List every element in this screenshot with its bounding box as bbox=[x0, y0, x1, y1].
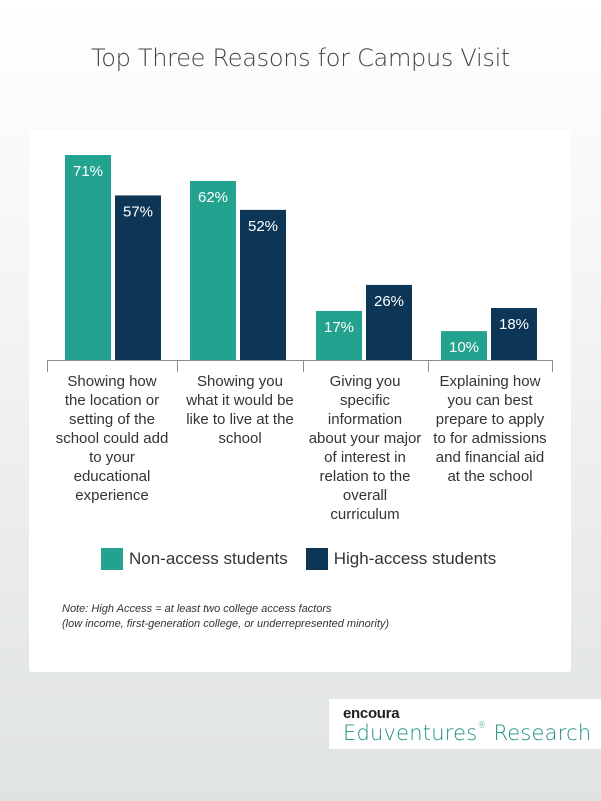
bar-high-access bbox=[115, 195, 161, 360]
legend-label-high-access: High-access students bbox=[333, 549, 497, 568]
logo-name-suffix: Research bbox=[493, 721, 592, 745]
category-label-line: information bbox=[327, 411, 403, 428]
bar-value-label: 26% bbox=[374, 293, 404, 310]
category-label-line: curriculum bbox=[330, 506, 400, 523]
bar-non-access bbox=[441, 331, 487, 360]
category-label-line: what it would be bbox=[186, 392, 294, 409]
chart-title: Top Three Reasons for Campus Visit bbox=[90, 44, 511, 72]
bar-non-access bbox=[316, 310, 362, 360]
legend-swatch-non-access bbox=[101, 548, 123, 570]
bar-value-label: 62% bbox=[198, 189, 228, 206]
bar-value-label: 10% bbox=[449, 339, 479, 356]
category-label-line: school could add bbox=[55, 430, 169, 447]
category-label-line: to for admissions bbox=[433, 430, 547, 447]
category-label-line: of interest in bbox=[324, 449, 406, 466]
logo-name-main: Eduventures bbox=[343, 721, 478, 745]
category-label-line: prepare to apply bbox=[435, 411, 545, 428]
category-label-line: experience bbox=[75, 487, 149, 504]
category-label-line: overall bbox=[342, 487, 388, 504]
bar-chart: 71% 57% 62% 52% 17% 26% 10% 18% bbox=[47, 155, 553, 372]
category-label-line: specific bbox=[339, 392, 391, 409]
logo-brand: encoura bbox=[343, 705, 400, 722]
bar-value-label: 18% bbox=[499, 316, 529, 333]
legend-swatch-high-access bbox=[305, 548, 328, 570]
category-label-line: like to live at the bbox=[186, 411, 294, 428]
category-label-line: you can best bbox=[447, 392, 533, 409]
bar-value-label: 57% bbox=[123, 203, 153, 220]
category-label-line: and financial aid bbox=[435, 449, 545, 466]
category-label-line: the location or bbox=[64, 392, 160, 409]
bar-high-access bbox=[491, 308, 537, 360]
category-label: Showing how the location or setting of the… bbox=[50, 372, 174, 505]
bar-value-label: 52% bbox=[248, 218, 278, 235]
bar-value-label: 17% bbox=[324, 319, 354, 336]
chart-card: 71% 57% 62% 52% 17% 26% 10% 18% Showing how the … bbox=[29, 130, 571, 672]
bar-high-access bbox=[240, 209, 286, 360]
legend-item-non-access: Non-access students bbox=[101, 548, 288, 570]
category-label-line: about your major bbox=[308, 430, 422, 447]
category-label-line: relation to the bbox=[319, 468, 411, 485]
category-label-line: Giving you bbox=[329, 373, 401, 390]
category-label-line: Showing you bbox=[197, 373, 283, 390]
bar-high-access bbox=[366, 284, 412, 360]
category-label-line: at the school bbox=[447, 468, 533, 485]
category-label-line: to your bbox=[89, 449, 135, 466]
bar-non-access bbox=[190, 180, 236, 360]
category-label-line: setting of the bbox=[69, 411, 155, 428]
category-label-line: educational bbox=[73, 468, 151, 485]
logo: encoura Eduventures® Research bbox=[329, 699, 601, 749]
category-label: Showing you what it would be like to live … bbox=[178, 372, 302, 448]
bar-value-label: 71% bbox=[73, 163, 103, 180]
category-label: Explaining how you can best prepare to app… bbox=[428, 372, 552, 486]
bar-non-access bbox=[65, 155, 111, 360]
legend: Non-access students High-access students bbox=[101, 548, 514, 570]
legend-item-high-access: High-access students bbox=[305, 548, 497, 570]
note-line-2: (low income, first-generation college, o… bbox=[62, 618, 390, 630]
logo-name: Eduventures® Research bbox=[343, 721, 592, 745]
category-label: Giving you specific information about your … bbox=[303, 372, 427, 524]
note-line-1: Note: High Access = at least two college… bbox=[62, 603, 332, 615]
category-label-line: Explaining how bbox=[439, 373, 541, 390]
legend-label-non-access: Non-access students bbox=[129, 549, 288, 568]
category-label-line: school bbox=[218, 430, 262, 447]
note: Note: High Access = at least two college… bbox=[62, 602, 389, 632]
category-label-line: Showing how bbox=[67, 373, 157, 390]
